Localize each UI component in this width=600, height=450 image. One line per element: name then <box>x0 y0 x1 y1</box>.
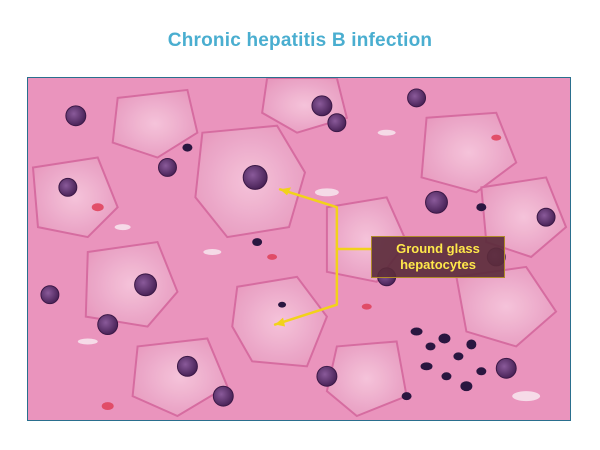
micrograph-svg <box>28 78 570 420</box>
micrograph-image <box>27 77 571 421</box>
arrowhead-upper <box>280 187 292 196</box>
callout-line-2: hepatocytes <box>400 257 476 272</box>
sinusoid-gaps <box>77 129 541 402</box>
arrow-upper <box>278 188 372 251</box>
arrowheads <box>275 187 292 327</box>
hepatocyte-layer <box>31 78 568 418</box>
hepatocyte-nuclei <box>40 88 556 407</box>
red-blood-cells <box>91 134 502 411</box>
arrowhead-lower <box>275 317 286 327</box>
inflammatory-cells <box>182 143 487 401</box>
callout-arrows <box>273 188 372 326</box>
callout-line-1: Ground glass <box>396 241 480 256</box>
arrow-lower <box>273 247 339 326</box>
slide-title: Chronic hepatitis B infection <box>167 30 433 51</box>
callout-label: Ground glass hepatocytes <box>371 236 505 278</box>
